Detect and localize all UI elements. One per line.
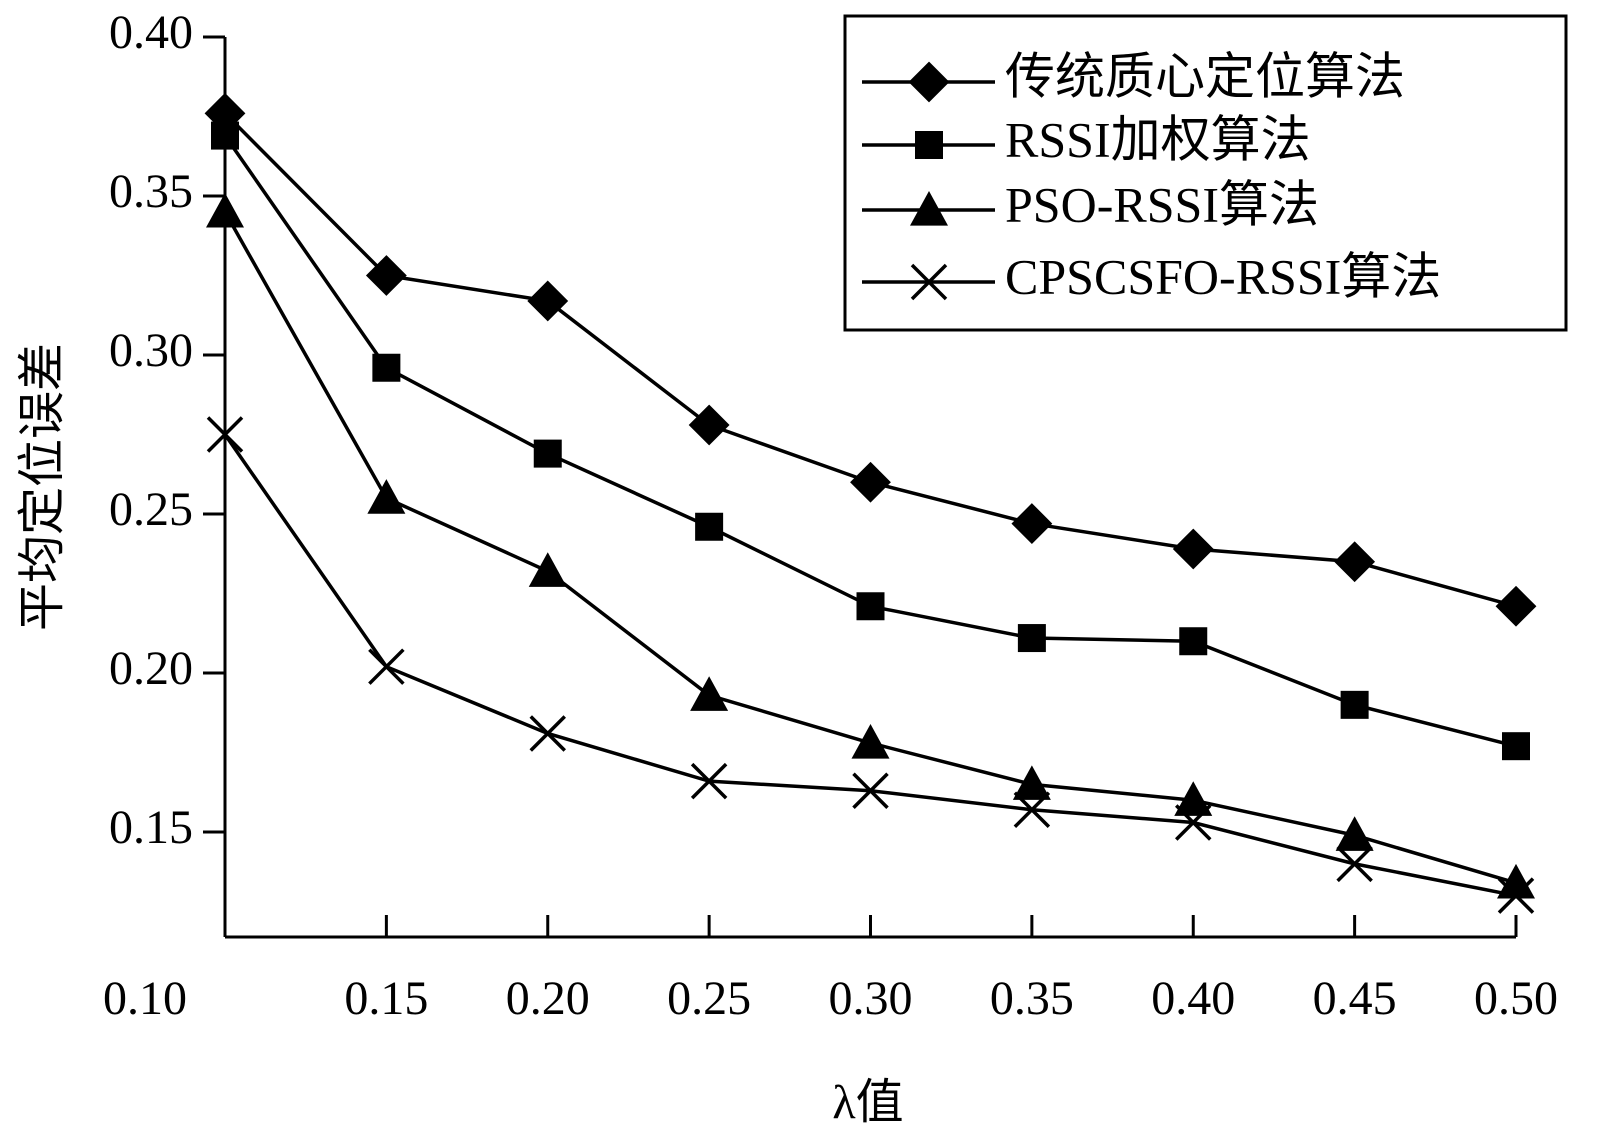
data-point xyxy=(695,512,724,541)
series-4 xyxy=(206,416,1535,914)
y-tick-label: 0.30 xyxy=(109,324,193,377)
data-point xyxy=(1011,503,1053,544)
x-tick-label: 0.25 xyxy=(667,972,751,1025)
data-point xyxy=(1502,732,1530,761)
y-tick-label: 0.20 xyxy=(109,642,193,695)
data-point xyxy=(368,648,405,685)
legend-label: RSSI加权算法 xyxy=(1005,111,1311,167)
x-axis-title: λ值 xyxy=(832,1076,903,1129)
x-axis-ticks: 0.10 0.15 0.20 0.25 0.30 0.35 0.40 0.45 0.50 xyxy=(103,915,1558,1025)
series-2 xyxy=(211,121,1530,761)
y-tick-label: 0.40 xyxy=(109,6,193,59)
data-point xyxy=(365,255,407,296)
data-point xyxy=(1497,863,1535,899)
data-point xyxy=(527,280,569,322)
data-point xyxy=(851,724,890,759)
legend-item: PSO-RSSI算法 xyxy=(862,176,1319,232)
data-point xyxy=(211,121,239,150)
data-point xyxy=(206,416,244,453)
x-tick-label: 0.30 xyxy=(829,972,913,1025)
y-tick-label: 0.15 xyxy=(109,801,193,854)
x-tick-label: 0.35 xyxy=(990,972,1074,1025)
y-tick-label: 0.35 xyxy=(109,165,193,218)
x-tick-label: 0.15 xyxy=(344,972,428,1025)
data-point xyxy=(690,676,729,711)
y-axis-title: 平均定位误差 xyxy=(16,343,69,631)
legend-label: 传统质心定位算法 xyxy=(1005,48,1405,104)
data-point xyxy=(1334,541,1376,583)
legend: 传统质心定位算法 RSSI加权算法 PSO-RSSI算法 CPSCSFO-RSSI算法 xyxy=(843,14,1568,332)
data-point xyxy=(1012,765,1051,800)
data-point xyxy=(1340,690,1369,719)
data-point xyxy=(1497,877,1535,914)
data-point xyxy=(1179,627,1208,656)
legend-box xyxy=(843,14,1568,332)
x-tick-label: 0.10 xyxy=(103,972,187,1025)
data-point xyxy=(372,353,401,382)
legend-item: CPSCSFO-RSSI算法 xyxy=(862,248,1441,304)
x-tick-label: 0.40 xyxy=(1151,972,1235,1025)
data-point xyxy=(1013,791,1051,829)
legend-label: PSO-RSSI算法 xyxy=(1005,176,1319,232)
legend-label: CPSCSFO-RSSI算法 xyxy=(1005,248,1441,304)
legend-item: 传统质心定位算法 xyxy=(862,48,1405,104)
y-tick-label: 0.25 xyxy=(109,483,193,536)
data-point xyxy=(1172,528,1214,570)
data-point xyxy=(1335,816,1374,851)
legend-marker xyxy=(908,61,950,103)
data-point xyxy=(1495,585,1537,627)
data-point xyxy=(850,461,891,503)
series-3 xyxy=(206,192,1535,899)
legend-marker xyxy=(910,263,948,301)
data-point xyxy=(690,762,728,800)
y-axis-ticks: 0.40 0.35 0.30 0.25 0.20 0.15 xyxy=(109,6,225,854)
data-point xyxy=(528,552,567,587)
data-point xyxy=(1175,804,1212,841)
data-point xyxy=(1336,845,1373,883)
data-point xyxy=(856,592,885,621)
data-point xyxy=(1174,781,1213,816)
x-tick-label: 0.45 xyxy=(1313,972,1397,1025)
data-point xyxy=(688,404,730,446)
series-1 xyxy=(204,92,1537,627)
series-layer xyxy=(204,92,1537,914)
x-tick-label: 0.50 xyxy=(1474,972,1558,1025)
data-point xyxy=(529,715,566,752)
x-tick-label: 0.20 xyxy=(506,972,590,1025)
data-point xyxy=(367,479,406,514)
data-point xyxy=(206,192,244,228)
data-point xyxy=(533,439,562,468)
legend-marker xyxy=(910,191,948,226)
legend-item: RSSI加权算法 xyxy=(862,111,1311,167)
data-point xyxy=(1017,624,1046,653)
data-point xyxy=(852,772,889,809)
legend-marker xyxy=(915,131,943,159)
